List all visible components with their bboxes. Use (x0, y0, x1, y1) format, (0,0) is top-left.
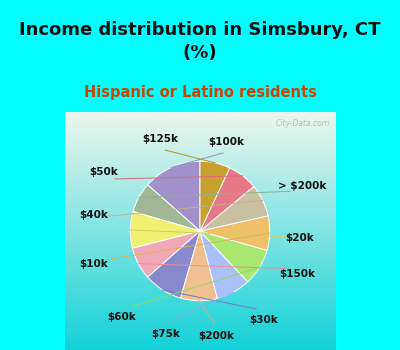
Text: City-Data.com: City-Data.com (276, 119, 330, 128)
Text: $100k: $100k (208, 137, 244, 147)
Wedge shape (200, 231, 267, 282)
Wedge shape (133, 185, 200, 231)
Text: $10k: $10k (79, 259, 108, 269)
Wedge shape (148, 161, 200, 231)
Wedge shape (200, 168, 254, 231)
Text: $200k: $200k (198, 331, 234, 341)
Wedge shape (132, 231, 200, 277)
Text: $50k: $50k (89, 167, 118, 177)
Wedge shape (200, 216, 270, 251)
Text: $60k: $60k (108, 312, 136, 322)
Text: Income distribution in Simsbury, CT
(%): Income distribution in Simsbury, CT (%) (19, 21, 381, 62)
Text: $20k: $20k (286, 232, 314, 243)
Wedge shape (200, 161, 230, 231)
Wedge shape (148, 231, 200, 298)
Text: $150k: $150k (279, 269, 315, 279)
Text: $75k: $75k (151, 329, 180, 338)
Wedge shape (200, 231, 248, 299)
Wedge shape (200, 187, 268, 231)
Wedge shape (180, 231, 217, 301)
Text: $125k: $125k (143, 134, 179, 144)
Text: $40k: $40k (79, 210, 108, 219)
Text: > $200k: > $200k (278, 181, 327, 191)
Text: Hispanic or Latino residents: Hispanic or Latino residents (84, 85, 316, 100)
Wedge shape (130, 211, 200, 248)
Text: $30k: $30k (250, 315, 278, 325)
